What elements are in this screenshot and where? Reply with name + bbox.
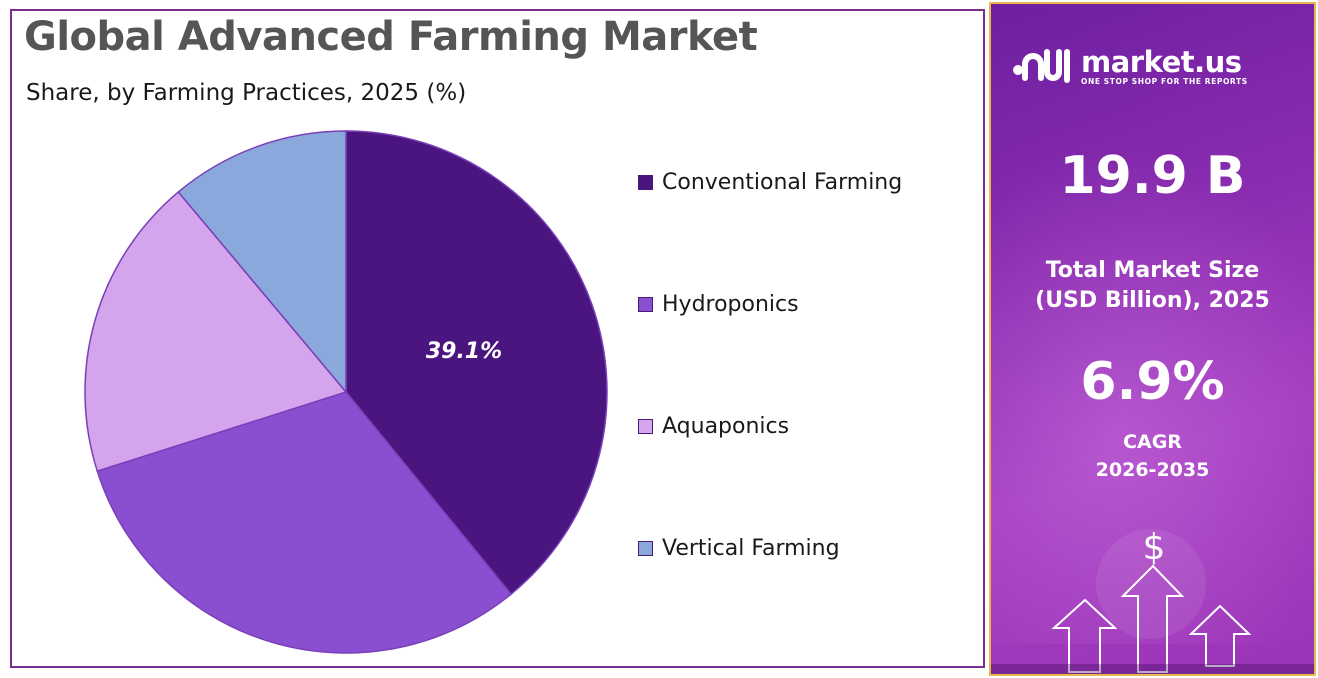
- legend-item: Hydroponics: [638, 292, 799, 317]
- market-size-label: Total Market Size (USD Billion), 2025: [991, 256, 1314, 316]
- pie-slice-vertical-farming: [177, 130, 347, 395]
- legend-label: Conventional Farming: [662, 170, 903, 195]
- decorative-arrows: $: [991, 527, 1314, 674]
- brand-mark-icon: [1013, 49, 1070, 83]
- arrow-up-icon: [1188, 604, 1252, 667]
- legend-swatch: [638, 419, 653, 434]
- pie-slice-hydroponics: [96, 391, 513, 654]
- chart-title: Global Advanced Farming Market: [24, 14, 758, 60]
- arrow-up-icon: [1051, 598, 1118, 673]
- legend-item: Conventional Farming: [638, 170, 902, 195]
- legend-item: Vertical Farming: [638, 536, 840, 561]
- cagr-value: 6.9%: [1080, 352, 1225, 412]
- market-size-value: 19.9 B: [1059, 146, 1246, 206]
- chart-subtitle: Share, by Farming Practices, 2025 (%): [26, 80, 467, 106]
- market-size-label-line1: Total Market Size: [1045, 258, 1260, 283]
- pie-chart: 39.1%: [84, 130, 608, 654]
- legend-item: Aquaponics: [638, 414, 789, 439]
- summary-panel: $ market.us ONE STOP SHOP FOR THE REPORT…: [989, 2, 1316, 676]
- market-size-label-line2: (USD Billion), 2025: [1035, 288, 1270, 313]
- background-glow: [991, 124, 1314, 644]
- brand-name: market.us: [1081, 44, 1242, 79]
- pie-slice-aquaponics: [84, 190, 348, 473]
- data-label: 39.1%: [426, 339, 502, 364]
- pie-slice-conventional-farming: [345, 130, 608, 596]
- legend-swatch: [638, 297, 653, 312]
- legend-swatch: [638, 175, 653, 190]
- cagr-label-line2: 2026-2035: [1095, 459, 1210, 481]
- legend-label: Hydroponics: [662, 292, 799, 317]
- dollar-icon: $: [1143, 527, 1166, 568]
- cagr-label-line1: CAGR: [1123, 431, 1182, 453]
- arrow-up-icon: [1120, 564, 1185, 673]
- brand-logo: market.us ONE STOP SHOP FOR THE REPORTS: [1011, 44, 1248, 88]
- cagr-label: CAGR 2026-2035: [991, 428, 1314, 484]
- legend-label: Aquaponics: [662, 414, 790, 439]
- brand-tagline: ONE STOP SHOP FOR THE REPORTS: [1081, 76, 1248, 86]
- legend-swatch: [638, 541, 653, 556]
- legend-label: Vertical Farming: [662, 536, 840, 561]
